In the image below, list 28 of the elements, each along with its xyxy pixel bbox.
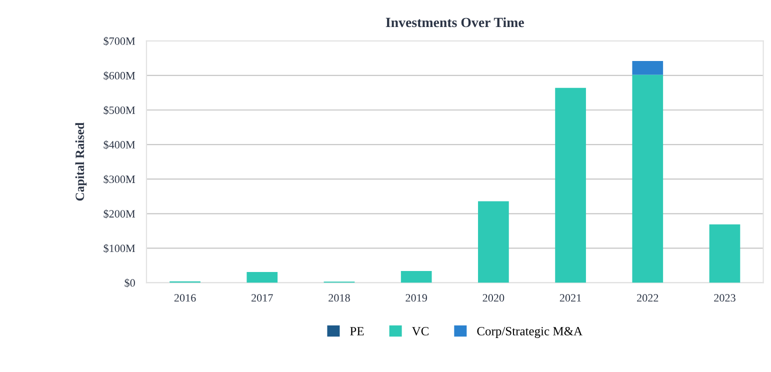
y-axis-title: Capital Raised [75,122,87,201]
legend-label: VC [412,327,428,336]
legend-label: PE [350,327,364,336]
y-tick-label: $500M [104,106,136,115]
bar [555,88,586,283]
legend-label: Corp/Strategic M&A [477,326,582,338]
y-tick-label: $200M [104,209,136,218]
bar [478,201,509,283]
x-tick-label: 2020 [482,294,504,302]
y-tick-label: $300M [104,174,136,184]
y-tick-label: $100M [104,244,136,253]
x-tick-label: 2021 [560,294,581,302]
y-tick-label: $400M [104,140,136,150]
bar [400,270,432,283]
x-tick-label: 2017 [252,294,273,302]
y-tick-label: $0 [124,278,135,288]
x-tick-label: 2023 [714,294,736,302]
x-tick-label: 2019 [406,294,427,302]
x-tick-label: 2022 [637,294,658,302]
bar [709,224,740,283]
chart-title: Investments Over Time [386,17,524,28]
x-tick-label: 2016 [174,294,196,302]
bar [632,74,664,283]
y-tick-label: $700M [104,36,136,46]
bar [632,60,664,75]
x-tick-label: 2018 [328,294,350,302]
y-tick-label: $600M [104,71,136,80]
bar [246,272,278,283]
